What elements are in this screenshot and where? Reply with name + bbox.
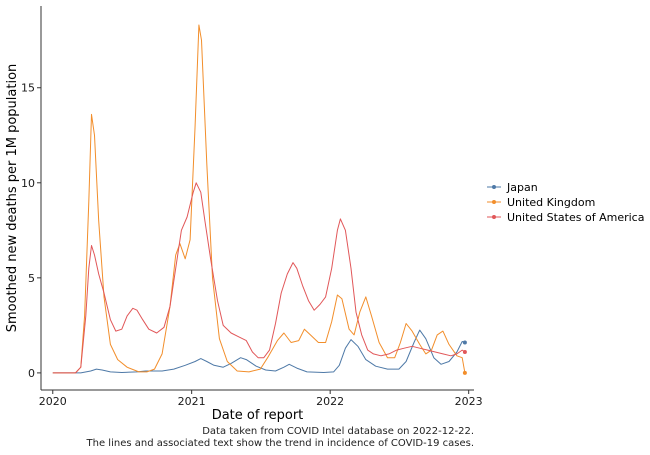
y-axis-title: Smoothed new deaths per 1M population <box>5 64 20 333</box>
legend-key-point <box>492 200 496 204</box>
caption-source: Data taken from COVID Intel database on … <box>202 426 474 437</box>
legend: Japan United Kingdom United States of Amer… <box>487 181 644 224</box>
y-tick-label: 5 <box>28 272 35 285</box>
series-end-point-0 <box>462 340 467 345</box>
y-tick-label: 10 <box>21 177 35 190</box>
x-ticks: 2020 2021 2022 2023 <box>39 390 483 408</box>
series-line-2 <box>52 182 466 374</box>
legend-label: United Kingdom <box>507 196 595 209</box>
series-end-point-1 <box>462 370 467 375</box>
legend-key-point <box>492 215 496 219</box>
series-line-1 <box>52 24 466 374</box>
x-tick-label: 2022 <box>316 395 344 408</box>
legend-label: United States of America <box>507 211 644 224</box>
y-tick-label: 0 <box>28 367 35 380</box>
series-line-0 <box>52 329 466 374</box>
caption-note: The lines and associated text show the t… <box>86 438 474 449</box>
x-axis-title: Date of report <box>212 408 304 423</box>
x-tick-label: 2023 <box>455 395 483 408</box>
series-end-point-2 <box>462 349 467 354</box>
y-tick-label: 15 <box>21 82 35 95</box>
legend-label: Japan <box>506 181 538 194</box>
series-layer <box>52 24 467 375</box>
x-tick-label: 2020 <box>39 395 67 408</box>
y-ticks: 0 5 10 15 <box>21 82 41 380</box>
x-tick-label: 2021 <box>178 395 206 408</box>
legend-key-point <box>492 185 496 189</box>
